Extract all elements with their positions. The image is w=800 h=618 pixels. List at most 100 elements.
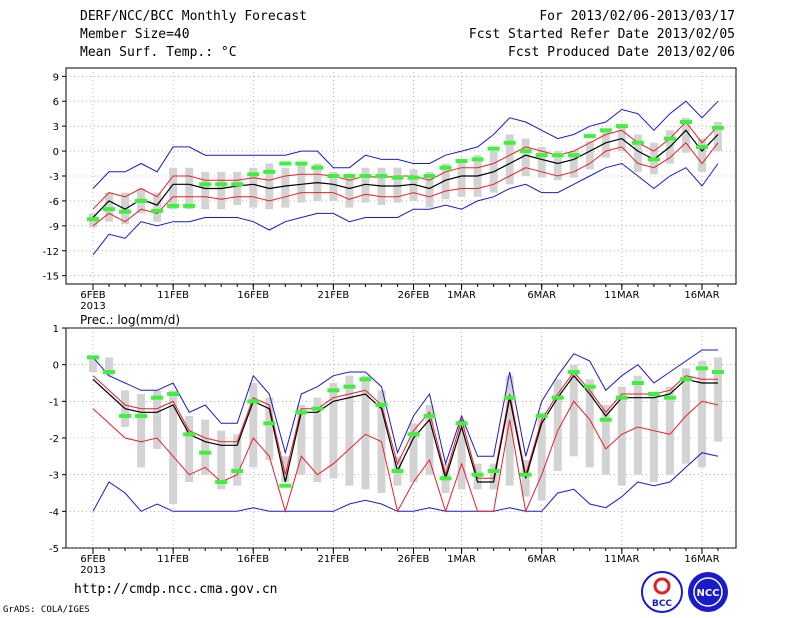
observed-marker [151,395,164,400]
ensemble-mean-line [92,374,718,483]
observed-marker [199,182,212,187]
observed-marker [263,169,276,174]
spread-bar [505,375,514,486]
source-url[interactable]: http://cmdp.ncc.cma.gov.cn [74,582,278,597]
observed-marker [487,146,500,151]
observed-marker [647,392,660,396]
precip-panel-title: Prec.: log(mm/d) [80,313,180,327]
observed-marker [135,414,148,418]
spread-bar [105,192,114,222]
y-tick-label: 9 [53,72,59,83]
spread-bar [281,456,290,482]
envelope-min-line [92,452,719,512]
y-tick-label: -15 [43,272,59,283]
observed-marker [199,450,212,455]
observed-marker [103,207,116,212]
observed-marker [327,174,340,178]
spread-bar [553,151,562,181]
observed-marker [231,469,244,473]
spread-bar [601,130,610,158]
observed-marker [167,392,180,396]
spread-bar [169,167,178,210]
spread-bar [265,163,274,210]
x-tick-label: 6FEB [80,554,105,565]
spread-bar [601,405,610,475]
spread-bar [345,176,354,208]
observed-marker [631,140,644,145]
x-tick-label: 16MAR [684,290,719,301]
spread-bar [297,163,306,203]
observed-marker [375,174,388,178]
x-tick-label: 16FEB [237,290,269,301]
observed-marker [599,128,612,133]
y-tick-label: 0 [53,361,59,372]
ensemble-mean-line [92,129,719,218]
spread-bar [201,419,210,475]
spread-bar [569,151,578,178]
spread-bar [633,375,642,475]
spread-bar [697,361,706,468]
header-left: DERF/NCC/BCC Monthly Forecast Member Size… [80,8,307,62]
envelope-min-line [92,162,719,256]
observed-marker [567,370,580,374]
observed-marker [647,157,660,162]
envelope-max-line [92,100,719,189]
variable-label: Mean Surf. Temp.: °C [80,45,237,60]
spread-bar [297,405,306,475]
member-size: Member Size=40 [80,27,190,42]
produced-date: Fcst Produced Date 2013/02/06 [508,45,735,60]
x-tick-label: 6FEB [80,290,105,301]
observed-marker [215,480,228,484]
observed-marker [151,208,164,213]
observed-marker [663,395,676,400]
spread-bar [505,134,514,185]
x-tick-label: 6MAR [527,290,556,301]
observed-marker [423,414,436,418]
observed-marker [583,384,596,389]
spread-bar [281,167,290,208]
observed-marker [263,421,276,426]
spread-lower-line [92,142,719,227]
y-tick-label: 3 [53,122,59,133]
refer-date: Fcst Started Refer Date 2013/02/05 [468,27,735,42]
observed-marker [455,159,468,164]
spread-upper-line [92,371,718,479]
spread-bar [185,416,194,482]
observed-marker [295,410,308,415]
observed-marker [471,157,484,162]
observed-marker [487,469,500,473]
bcc-logo-text: BCC [652,599,672,609]
x-tick-label: 11FEB [157,554,189,565]
forecast-period: For 2013/02/06-2013/03/17 [539,9,735,24]
observed-marker [279,483,292,488]
precipitation-panel: 1 0 -1 -2 -3 -4 -5 6FEB 11FEB 16FEB 21FEB 26FEB 1MAR… [49,313,737,576]
observed-marker [119,414,132,418]
spread-bar [153,192,162,222]
spread-bar [617,386,626,486]
x-tick-label: 21FEB [318,290,350,301]
spread-bar [425,405,434,475]
observed-marker [135,198,148,203]
observed-marker [375,403,388,407]
spread-bar [665,386,674,475]
spread-bar [105,357,114,376]
observed-marker [455,421,468,426]
spread-bar [89,357,97,372]
y-tick-label: -12 [43,247,59,258]
x-tick-label: 16FEB [237,554,269,565]
x-year-label: 2013 [80,565,105,576]
spread-bar [137,394,146,468]
spread-bar [409,423,418,482]
observed-marker [631,381,644,385]
y-tick-label: -3 [49,172,59,183]
observed-marker [679,377,692,382]
x-year-label: 2013 [80,301,105,312]
x-tick-label: 26FEB [398,554,430,565]
observed-marker [679,120,692,124]
spread-bar [169,390,178,504]
x-tick-label: 21FEB [318,554,350,565]
observed-marker [183,203,196,208]
observed-marker [519,149,532,154]
spread-bar [329,171,338,201]
temperature-panel: 9 6 3 0 -3 -6 -9 -12 -15 6FEB 11FEB 16FEB 21FEB 26FEB… [43,67,737,312]
